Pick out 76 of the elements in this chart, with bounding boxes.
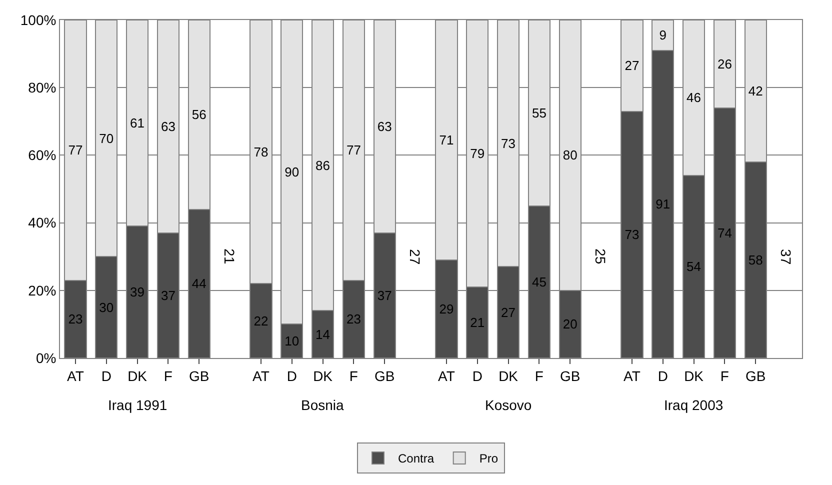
data-label: 39 [130, 284, 145, 300]
data-label: 30 [99, 300, 114, 315]
data-label: 21 [470, 315, 485, 330]
legend-label: Pro [479, 452, 498, 466]
data-label: 61 [130, 116, 145, 131]
data-label: 29 [439, 301, 454, 316]
text: Bosnia [301, 397, 344, 413]
data-label: 90 [284, 164, 300, 180]
y-tick-label: 100% [20, 12, 56, 28]
data-label: 80 [562, 148, 578, 163]
x-tick-label: F [534, 368, 544, 384]
annotation: 21 [222, 248, 238, 264]
annotation: 27 [407, 249, 424, 265]
data-label: 54 [686, 259, 702, 274]
data-label: 23 [68, 312, 83, 327]
data-label: 63 [377, 118, 392, 134]
data-label: 27 [624, 58, 640, 74]
y-tick-label: 60% [28, 147, 56, 164]
x-tick-label: D [286, 368, 297, 384]
data-label: 26 [717, 56, 732, 72]
x-tick-label: DK [498, 368, 519, 384]
data-label: 73 [624, 227, 640, 242]
data-label: 77 [346, 142, 361, 158]
annotation: 25 [592, 248, 609, 264]
data-label: 71 [439, 132, 454, 148]
x-tick-label: F [720, 368, 729, 384]
data-label: 55 [532, 105, 546, 120]
data-label: 37 [377, 288, 392, 303]
y-tick-label: 80% [28, 80, 56, 96]
annotation: 37 [778, 249, 794, 265]
x-tick-label: D [101, 368, 112, 384]
x-tick-label: AT [67, 368, 84, 384]
data-label: 42 [748, 83, 763, 98]
data-label: 91 [656, 196, 670, 212]
data-label: 79 [470, 146, 485, 162]
x-tick-label: GB [560, 368, 580, 384]
data-label: 63 [160, 118, 176, 134]
data-label: 56 [192, 107, 206, 122]
text: Iraq 1991 [108, 397, 168, 413]
data-label: 78 [254, 144, 268, 160]
data-label: 77 [68, 142, 83, 158]
text: Iraq 2003 [664, 397, 724, 413]
x-tick-label: DK [128, 368, 148, 384]
x-tick-label: GB [746, 368, 766, 384]
x-tick-label: F [164, 368, 172, 384]
data-label: 27 [501, 304, 516, 320]
data-label: 9 [659, 28, 666, 43]
text: Kosovo [485, 397, 532, 413]
data-label: 23 [346, 312, 361, 327]
x-tick-label: GB [189, 368, 210, 384]
y-tick-label: 40% [28, 214, 56, 231]
x-tick-label: D [472, 368, 482, 384]
data-label: 22 [254, 313, 268, 328]
y-tick-label: 20% [28, 282, 56, 298]
x-tick-label: D [658, 368, 668, 384]
data-label: 37 [160, 288, 176, 303]
x-tick-label: GB [374, 368, 395, 384]
x-tick-label: DK [684, 368, 704, 384]
data-label: 70 [99, 130, 114, 146]
data-label: 46 [686, 90, 702, 106]
data-label: 45 [532, 274, 546, 290]
y-tick-label: 0% [36, 350, 56, 366]
data-label: 10 [284, 334, 300, 349]
x-tick-label: AT [438, 368, 456, 384]
data-label: 58 [748, 252, 763, 268]
x-tick-label: DK [313, 368, 334, 384]
x-tick-label: AT [624, 368, 641, 384]
data-label: 86 [316, 158, 330, 173]
legend-label: Contra [398, 452, 434, 466]
data-label: 74 [717, 225, 732, 240]
data-label: 73 [501, 136, 516, 151]
data-label: 20 [562, 316, 578, 332]
x-tick-label: F [349, 368, 358, 384]
x-tick-label: AT [252, 368, 270, 384]
data-label: 14 [316, 326, 330, 342]
data-label: 44 [192, 276, 206, 292]
